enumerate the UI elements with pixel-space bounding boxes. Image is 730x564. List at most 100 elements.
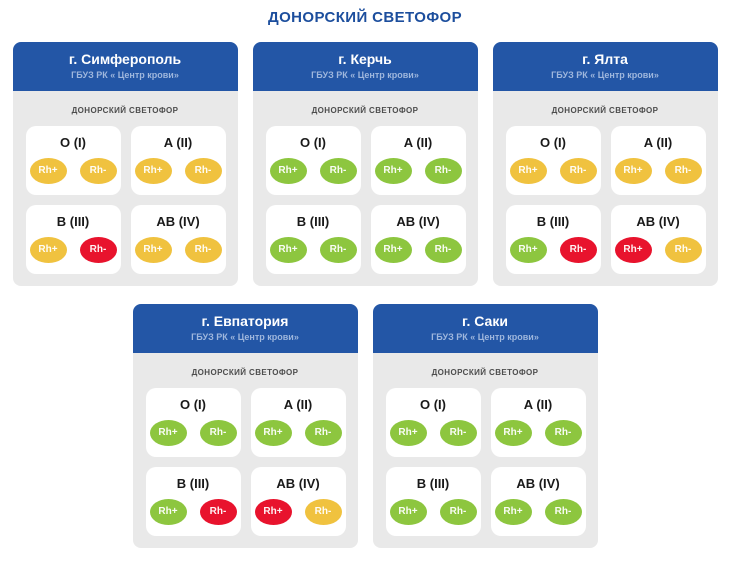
donor-card-evpatoria: г. Евпатория ГБУЗ РК « Центр крови» ДОНО… [132, 304, 358, 548]
blood-group-title: AB (IV) [516, 476, 560, 491]
rh-minus-badge: Rh- [559, 158, 597, 184]
blood-group-tile: A (II) Rh+ Rh- [250, 388, 346, 457]
card-header: г. Евпатория ГБУЗ РК « Центр крови» [132, 304, 358, 353]
blood-group-title: AB (IV) [276, 476, 320, 491]
board-label: ДОНОРСКИЙ СВЕТОФОР [551, 106, 659, 115]
blood-group-title: AB (IV) [636, 214, 680, 229]
rh-badges: Rh+ Rh- [269, 158, 357, 184]
card-body: ДОНОРСКИЙ СВЕТОФОР O (I) Rh+ Rh- A (II) … [12, 91, 238, 286]
rh-plus-badge: Rh+ [134, 237, 172, 263]
rh-plus-badge: Rh+ [149, 420, 187, 446]
blood-group-title: B (III) [416, 476, 450, 491]
blood-group-tile: B (III) Rh+ Rh- [265, 205, 361, 274]
rh-minus-badge: Rh- [79, 158, 117, 184]
city-name: г. Ялта [582, 51, 628, 67]
blood-group-tile: AB (IV) Rh+ Rh- [610, 205, 706, 274]
rh-badges: Rh+ Rh- [494, 499, 582, 525]
blood-group-grid: O (I) Rh+ Rh- A (II) Rh+ Rh- B (III) [25, 126, 226, 274]
blood-group-title: B (III) [296, 214, 330, 229]
blood-group-title: O (I) [540, 135, 566, 150]
donor-card-simferopol: г. Симферополь ГБУЗ РК « Центр крови» ДО… [12, 42, 238, 286]
blood-group-tile: O (I) Rh+ Rh- [145, 388, 241, 457]
org-name: ГБУЗ РК « Центр крови» [71, 70, 179, 80]
rh-minus-badge: Rh- [199, 420, 237, 446]
blood-group-tile: AB (IV) Rh+ Rh- [490, 467, 586, 536]
rh-plus-badge: Rh+ [269, 158, 307, 184]
rh-badges: Rh+ Rh- [614, 237, 702, 263]
blood-group-title: A (II) [283, 397, 313, 412]
rh-plus-badge: Rh+ [254, 420, 292, 446]
rh-plus-badge: Rh+ [494, 420, 532, 446]
rh-plus-badge: Rh+ [149, 499, 187, 525]
rh-minus-badge: Rh- [439, 499, 477, 525]
blood-group-title: A (II) [523, 397, 553, 412]
rh-badges: Rh+ Rh- [509, 158, 597, 184]
rh-badges: Rh+ Rh- [134, 158, 222, 184]
rh-badges: Rh+ Rh- [254, 499, 342, 525]
rh-plus-badge: Rh+ [389, 499, 427, 525]
board-label: ДОНОРСКИЙ СВЕТОФОР [71, 106, 179, 115]
blood-group-tile: AB (IV) Rh+ Rh- [130, 205, 226, 274]
blood-group-tile: B (III) Rh+ Rh- [25, 205, 121, 274]
rh-badges: Rh+ Rh- [374, 158, 462, 184]
rh-plus-badge: Rh+ [614, 237, 652, 263]
blood-group-title: O (I) [60, 135, 86, 150]
blood-group-tile: O (I) Rh+ Rh- [385, 388, 481, 457]
rh-minus-badge: Rh- [319, 158, 357, 184]
rh-minus-badge: Rh- [304, 420, 342, 446]
rh-plus-badge: Rh+ [389, 420, 427, 446]
rh-minus-badge: Rh- [304, 499, 342, 525]
rh-plus-badge: Rh+ [134, 158, 172, 184]
cards-row-top: г. Симферополь ГБУЗ РК « Центр крови» ДО… [0, 42, 730, 286]
cards-row-bottom: г. Евпатория ГБУЗ РК « Центр крови» ДОНО… [0, 304, 730, 548]
rh-minus-badge: Rh- [544, 499, 582, 525]
rh-badges: Rh+ Rh- [614, 158, 702, 184]
blood-group-title: AB (IV) [156, 214, 200, 229]
rh-plus-badge: Rh+ [494, 499, 532, 525]
blood-group-tile: AB (IV) Rh+ Rh- [250, 467, 346, 536]
rh-plus-badge: Rh+ [254, 499, 292, 525]
rh-plus-badge: Rh+ [374, 237, 412, 263]
blood-group-grid: O (I) Rh+ Rh- A (II) Rh+ Rh- B (III) [145, 388, 346, 536]
blood-group-title: A (II) [403, 135, 433, 150]
board-label: ДОНОРСКИЙ СВЕТОФОР [311, 106, 419, 115]
blood-group-tile: A (II) Rh+ Rh- [130, 126, 226, 195]
rh-plus-badge: Rh+ [614, 158, 652, 184]
blood-group-title: B (III) [56, 214, 90, 229]
rh-badges: Rh+ Rh- [149, 420, 237, 446]
blood-group-title: O (I) [420, 397, 446, 412]
rh-minus-badge: Rh- [559, 237, 597, 263]
blood-group-title: B (III) [536, 214, 570, 229]
blood-group-title: O (I) [180, 397, 206, 412]
card-body: ДОНОРСКИЙ СВЕТОФОР O (I) Rh+ Rh- A (II) … [372, 353, 598, 548]
card-body: ДОНОРСКИЙ СВЕТОФОР O (I) Rh+ Rh- A (II) … [492, 91, 718, 286]
rh-minus-badge: Rh- [424, 237, 462, 263]
rh-plus-badge: Rh+ [509, 237, 547, 263]
card-header: г. Ялта ГБУЗ РК « Центр крови» [492, 42, 718, 91]
blood-group-tile: A (II) Rh+ Rh- [490, 388, 586, 457]
rh-plus-badge: Rh+ [269, 237, 307, 263]
org-name: ГБУЗ РК « Центр крови» [551, 70, 659, 80]
rh-minus-badge: Rh- [184, 237, 222, 263]
board-label: ДОНОРСКИЙ СВЕТОФОР [431, 368, 539, 377]
blood-group-tile: O (I) Rh+ Rh- [505, 126, 601, 195]
rh-badges: Rh+ Rh- [29, 237, 117, 263]
blood-group-title: A (II) [643, 135, 673, 150]
rh-badges: Rh+ Rh- [254, 420, 342, 446]
rh-plus-badge: Rh+ [29, 237, 67, 263]
blood-group-tile: A (II) Rh+ Rh- [370, 126, 466, 195]
rh-minus-badge: Rh- [664, 158, 702, 184]
rh-minus-badge: Rh- [424, 158, 462, 184]
blood-group-tile: B (III) Rh+ Rh- [145, 467, 241, 536]
blood-group-title: B (III) [176, 476, 210, 491]
rh-minus-badge: Rh- [664, 237, 702, 263]
rh-badges: Rh+ Rh- [269, 237, 357, 263]
rh-plus-badge: Rh+ [509, 158, 547, 184]
rh-minus-badge: Rh- [544, 420, 582, 446]
blood-group-tile: O (I) Rh+ Rh- [25, 126, 121, 195]
card-body: ДОНОРСКИЙ СВЕТОФОР O (I) Rh+ Rh- A (II) … [132, 353, 358, 548]
blood-group-tile: AB (IV) Rh+ Rh- [370, 205, 466, 274]
rh-badges: Rh+ Rh- [389, 499, 477, 525]
rh-badges: Rh+ Rh- [29, 158, 117, 184]
rh-badges: Rh+ Rh- [149, 499, 237, 525]
